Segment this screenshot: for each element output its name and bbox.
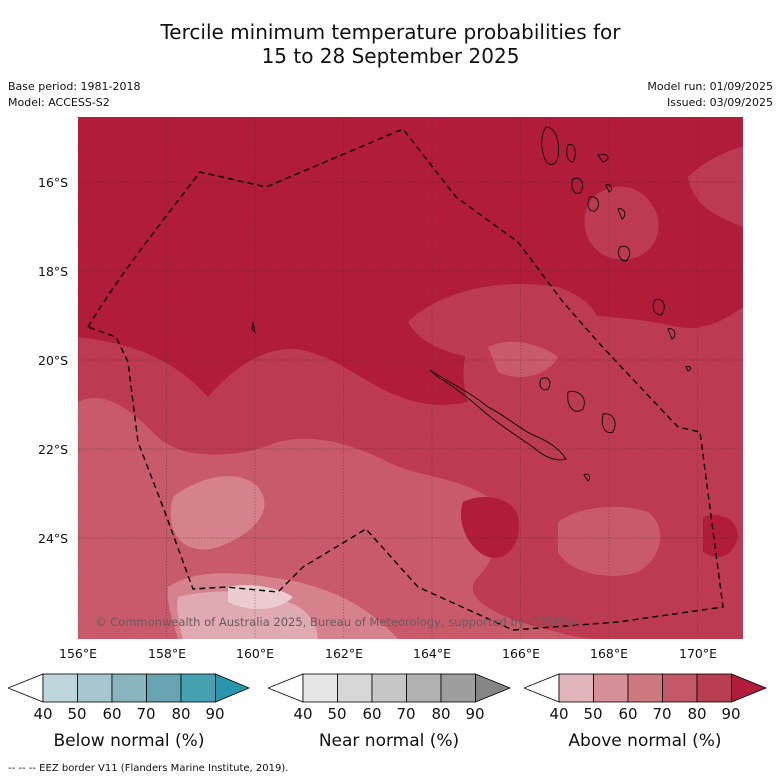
issued-label: Issued: 03/09/2025 (666, 96, 773, 109)
colorbar-below-normal-50-60 (77, 673, 113, 703)
colorbar-below-normal-40-50 (42, 673, 78, 703)
lon-tick-160e: 160°E (235, 646, 275, 661)
colorbar-title-below-normal: Below normal (%) (53, 731, 205, 751)
cb-above-tick-80: 80 (687, 705, 707, 723)
colorbar-below-normal-80-90 (180, 673, 216, 703)
colorbar-above-normal-50-60 (593, 673, 629, 703)
chart-title-line-1: Tercile minimum temperature probabilitie… (160, 20, 621, 44)
cb-near-tick-60: 60 (362, 705, 382, 723)
colorbar-above-normal-extend-low (524, 673, 560, 703)
cb-near-tick-80: 80 (431, 705, 451, 723)
colorbar-near-normal-extend-high (475, 673, 512, 703)
lat-tick-18s: 18°S (38, 264, 69, 279)
cb-above-tick-40: 40 (549, 705, 569, 723)
colorbar-near-normal-50-60 (337, 673, 373, 703)
map-region-above-80-vanuatu (584, 186, 659, 260)
island-small-b (583, 473, 591, 482)
base-period-label: Base period: 1981-2018 (8, 80, 141, 93)
eez-border (86, 128, 724, 631)
lon-tick-156e: 156°E (58, 646, 98, 661)
cb-below-tick-40: 40 (33, 705, 53, 723)
map-svg (78, 117, 743, 639)
eez-footnote: -- -- -- EEZ border V11 (Flanders Marine… (8, 763, 289, 774)
island-mare (567, 390, 585, 412)
lon-tick-158e: 158°E (147, 646, 187, 661)
colorbar-near-normal-extend-low (268, 673, 304, 703)
colorbar-above-normal-80-90 (696, 673, 732, 703)
map-region-above-80-patch (408, 283, 601, 376)
cb-below-tick-90: 90 (205, 705, 225, 723)
island-lifou (539, 377, 551, 391)
colorbar-below-normal-60-70 (111, 673, 147, 703)
colorbar-near-normal-60-70 (371, 673, 407, 703)
island-malekula-north (566, 143, 576, 163)
lon-tick-162e: 162°E (324, 646, 364, 661)
model-run-label: Model run: 01/09/2025 (647, 80, 773, 93)
map-region-above-50-60-a (170, 476, 265, 550)
cb-below-tick-50: 50 (67, 705, 87, 723)
map-region-above-60-center (488, 341, 558, 377)
colorbar-above-normal-70-80 (662, 673, 698, 703)
lon-tick-168e: 168°E (589, 646, 629, 661)
lat-tick-24s: 24°S (38, 531, 69, 546)
cb-near-tick-50: 50 (327, 705, 347, 723)
lat-tick-16s: 16°S (38, 175, 69, 190)
colorbar-above-normal (524, 673, 768, 703)
lon-tick-164e: 164°E (412, 646, 452, 661)
colorbar-near-normal (268, 673, 512, 703)
island-malekula (571, 177, 584, 194)
colorbar-below-normal (8, 673, 250, 703)
map-region-above-80-ne (688, 147, 743, 227)
colorbar-above-normal-extend-high (731, 673, 768, 703)
cb-above-tick-60: 60 (618, 705, 638, 723)
island-small-a (601, 413, 616, 434)
map-region-above-40-light (228, 585, 293, 609)
cb-above-tick-70: 70 (652, 705, 672, 723)
colorbar-above-normal-40-50 (558, 673, 594, 703)
cb-below-tick-70: 70 (136, 705, 156, 723)
colorbar-above-normal-60-70 (627, 673, 663, 703)
island-pentecost (605, 184, 613, 193)
colorbar-below-normal-70-80 (146, 673, 182, 703)
colorbar-title-near-normal: Near normal (%) (318, 731, 460, 751)
cb-near-tick-40: 40 (293, 705, 313, 723)
model-label: Model: ACCESS-S2 (8, 96, 110, 109)
island-chesterfield (251, 321, 256, 334)
island-espiritu-santo (541, 126, 559, 165)
lon-tick-170e: 170°E (678, 646, 718, 661)
cb-above-tick-50: 50 (583, 705, 603, 723)
chart-title-line-2: 15 to 28 September 2025 (261, 44, 520, 68)
island-ambrym (587, 196, 600, 212)
cb-below-tick-60: 60 (102, 705, 122, 723)
colorbar-title-above-normal: Above normal (%) (568, 731, 722, 751)
cb-below-tick-80: 80 (171, 705, 191, 723)
island-tanna (667, 328, 676, 340)
island-erromango (652, 298, 665, 316)
cb-near-tick-90: 90 (465, 705, 485, 723)
colorbar-below-normal-extend-low (8, 673, 44, 703)
map-gridlines (78, 117, 743, 639)
lon-tick-166e: 166°E (501, 646, 541, 661)
lat-tick-22s: 22°S (38, 442, 69, 457)
colorbar-near-normal-80-90 (440, 673, 476, 703)
cb-above-tick-90: 90 (721, 705, 741, 723)
new-caledonia-coastline (429, 369, 567, 461)
map-region-dark-spot-a (460, 497, 519, 558)
copyright-notice: © Commonwealth of Australia 2025, Bureau… (95, 615, 580, 629)
island-aneityum (685, 366, 692, 372)
island-epi (617, 208, 626, 220)
island-maewo (597, 153, 609, 163)
probability-map (78, 117, 743, 639)
colorbar-below-normal-extend-high (215, 673, 250, 703)
lat-tick-20s: 20°S (38, 353, 69, 368)
cb-near-tick-70: 70 (396, 705, 416, 723)
colorbar-near-normal-70-80 (406, 673, 442, 703)
island-efate (617, 245, 631, 262)
colorbar-near-normal-40-50 (302, 673, 338, 703)
